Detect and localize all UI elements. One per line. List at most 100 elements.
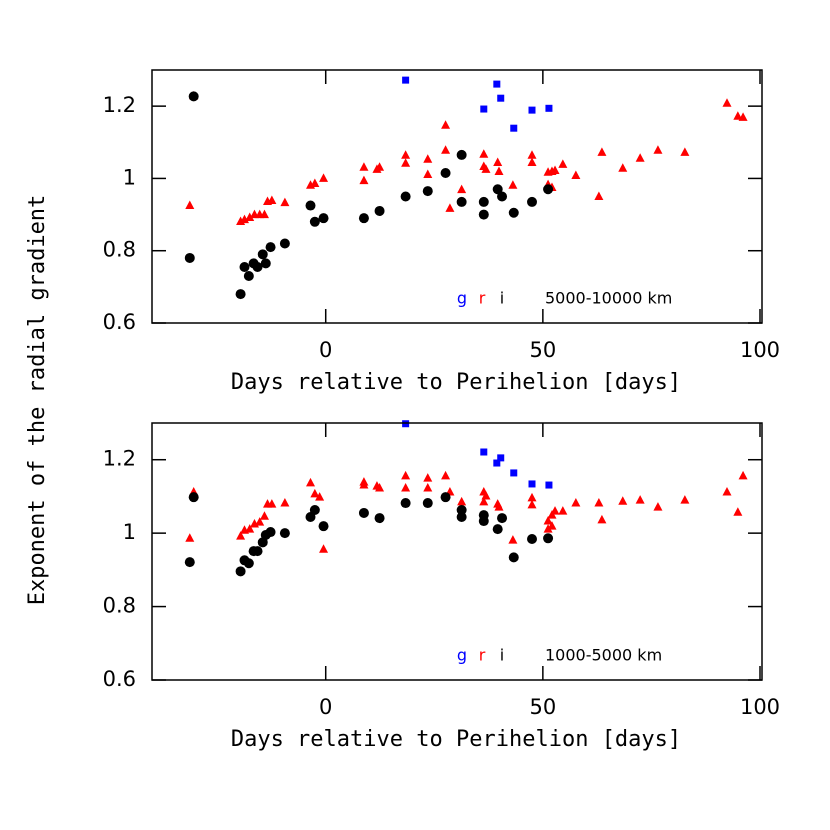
y-tick-label: 1.2 bbox=[103, 447, 136, 471]
legend-entry: i bbox=[500, 646, 504, 665]
circle-point bbox=[309, 505, 320, 516]
triangle-point bbox=[635, 153, 645, 162]
square-point bbox=[545, 104, 553, 112]
legend-entry: r bbox=[479, 289, 486, 308]
circle-point bbox=[422, 498, 433, 509]
triangle-point bbox=[240, 214, 250, 224]
legend-entry: g bbox=[457, 289, 467, 308]
square-point bbox=[528, 480, 536, 488]
circle-point bbox=[260, 258, 271, 269]
triangle-point bbox=[267, 499, 277, 508]
triangle-point bbox=[267, 195, 277, 204]
x-tick-label: 50 bbox=[529, 695, 556, 719]
circle-point bbox=[497, 513, 508, 524]
triangle-point bbox=[597, 514, 607, 524]
triangle-point bbox=[571, 498, 581, 507]
triangle-point bbox=[527, 492, 537, 502]
circle-point bbox=[252, 546, 263, 557]
triangle-point bbox=[722, 487, 732, 496]
triangle-point bbox=[315, 492, 325, 501]
triangle-point bbox=[423, 473, 433, 482]
square-point bbox=[480, 105, 488, 113]
square-point bbox=[493, 459, 501, 467]
triangle-point bbox=[310, 488, 320, 498]
triangle-point bbox=[481, 491, 491, 500]
circle-point bbox=[456, 505, 467, 516]
triangle-point bbox=[680, 147, 690, 156]
triangle-point bbox=[457, 496, 467, 506]
x-tick-label: 0 bbox=[319, 695, 332, 719]
triangle-point bbox=[359, 480, 369, 489]
circle-point bbox=[422, 186, 433, 197]
triangle-point bbox=[494, 166, 504, 176]
circle-point bbox=[188, 91, 199, 102]
square-point bbox=[510, 469, 518, 477]
legend-entry: g bbox=[457, 646, 467, 665]
circle-point bbox=[265, 527, 276, 538]
triangle-point bbox=[280, 498, 290, 507]
circle-point bbox=[456, 511, 467, 522]
triangle-point bbox=[543, 516, 553, 525]
triangle-point bbox=[508, 535, 518, 544]
circle-point bbox=[440, 168, 451, 179]
square-point bbox=[528, 106, 536, 114]
triangle-point bbox=[423, 482, 433, 492]
y-tick-label: 0.6 bbox=[103, 667, 136, 691]
circle-point bbox=[243, 558, 254, 569]
circle-point bbox=[478, 196, 489, 207]
triangle-point bbox=[653, 502, 663, 511]
x-tick-label: 100 bbox=[740, 695, 780, 719]
triangle-point bbox=[479, 496, 489, 506]
annotation: 1000-5000 km bbox=[545, 646, 662, 665]
y-tick-label: 0.8 bbox=[103, 238, 136, 262]
triangle-point bbox=[359, 175, 369, 185]
circle-point bbox=[400, 498, 411, 509]
triangle-point bbox=[594, 498, 604, 507]
triangle-point bbox=[185, 200, 195, 210]
circle-point bbox=[305, 200, 316, 211]
triangle-point bbox=[527, 150, 537, 159]
circle-point bbox=[243, 271, 254, 282]
triangle-point bbox=[310, 178, 320, 187]
triangle-point bbox=[547, 521, 557, 530]
triangle-point bbox=[479, 149, 489, 158]
triangle-point bbox=[423, 169, 433, 178]
plot-frame bbox=[151, 422, 763, 681]
triangle-point bbox=[245, 524, 255, 533]
triangle-point bbox=[527, 499, 537, 509]
square-point bbox=[402, 76, 410, 84]
circle-point bbox=[456, 196, 467, 207]
triangle-point bbox=[618, 163, 628, 172]
circle-point bbox=[440, 492, 451, 503]
y-tick-label: 0.6 bbox=[103, 310, 136, 334]
triangle-point bbox=[635, 495, 645, 504]
circle-point bbox=[257, 249, 268, 260]
circle-point bbox=[188, 492, 199, 503]
y-tick-label: 1 bbox=[123, 520, 136, 544]
circle-point bbox=[527, 196, 537, 207]
triangle-point bbox=[259, 209, 269, 219]
triangle-point bbox=[401, 150, 411, 159]
circle-point bbox=[265, 242, 276, 253]
circle-point bbox=[478, 516, 489, 527]
triangle-point bbox=[319, 544, 329, 553]
y-tick-label: 1.2 bbox=[103, 93, 136, 117]
triangle-point bbox=[423, 154, 433, 163]
triangle-point bbox=[401, 158, 411, 167]
circle-point bbox=[184, 557, 195, 568]
circle-point bbox=[279, 238, 290, 249]
triangle-point bbox=[185, 533, 195, 542]
circle-point bbox=[492, 524, 503, 535]
triangle-point bbox=[680, 495, 690, 504]
circle-point bbox=[456, 149, 467, 160]
triangle-point bbox=[494, 502, 504, 511]
triangle-point bbox=[259, 511, 269, 520]
triangle-point bbox=[738, 112, 748, 121]
circle-point bbox=[527, 534, 537, 545]
circle-point bbox=[235, 566, 246, 577]
square-point bbox=[493, 80, 501, 88]
triangle-point bbox=[481, 164, 491, 173]
triangle-point bbox=[445, 203, 455, 212]
